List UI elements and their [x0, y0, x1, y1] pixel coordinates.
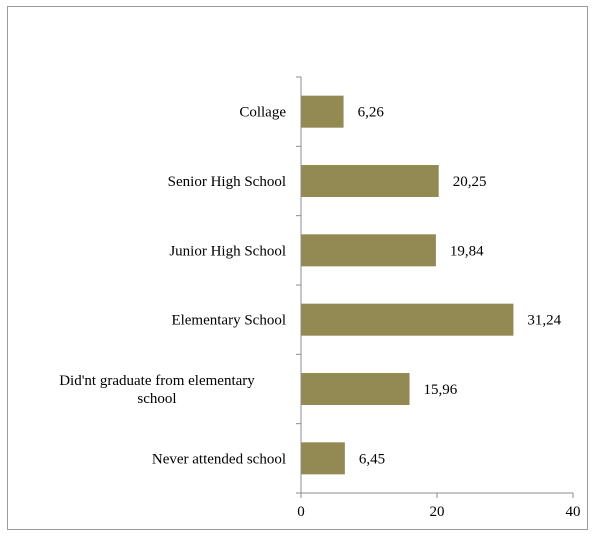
bar [301, 373, 410, 405]
bar [301, 442, 345, 475]
data-labels-group: 6,26 20,25 19,84 31,24 15,96 6,45 [358, 105, 562, 468]
category-label: Never attended school [152, 451, 286, 467]
x-tick-label: 0 [297, 504, 305, 520]
bar [301, 234, 436, 267]
category-label: Collage [239, 105, 286, 121]
data-label: 6,45 [359, 451, 385, 467]
data-label: 6,26 [358, 105, 385, 121]
data-label: 19,84 [450, 243, 484, 259]
category-label: Elementary School [171, 313, 286, 329]
data-label: 31,24 [527, 313, 561, 329]
bar [301, 303, 514, 336]
ticks-group: 0 20 40 [296, 76, 581, 520]
x-tick-label: 40 [566, 504, 581, 520]
data-label: 20,25 [453, 174, 487, 190]
category-labels-group: Collage Senior High School Junior High Sch… [59, 105, 286, 468]
bar [301, 165, 439, 197]
category-label: Junior High School [169, 243, 286, 259]
data-label: 15,96 [424, 382, 458, 398]
axes-group [300, 77, 573, 494]
category-label: Senior High School [168, 174, 286, 190]
chart-frame [7, 6, 588, 530]
bars-group [301, 95, 514, 475]
category-label: Did'nt graduate from elementary school [59, 373, 255, 407]
x-tick-label: 20 [430, 504, 445, 520]
bar [301, 95, 344, 128]
